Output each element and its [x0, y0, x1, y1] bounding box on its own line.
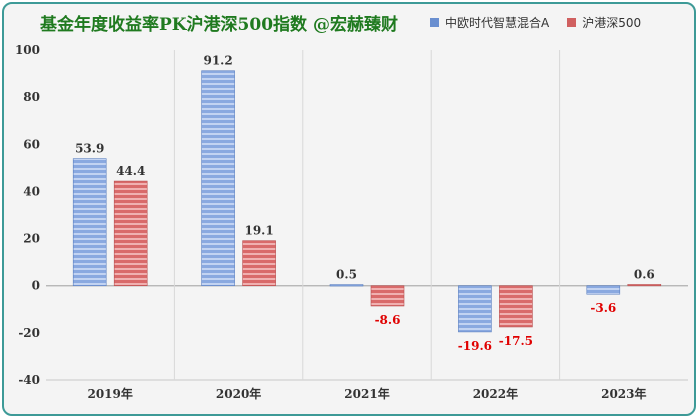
y-tick-label: 60 — [23, 137, 40, 151]
legend-label-series-2: 沪港深500 — [582, 16, 642, 30]
legend-item-series-1: 中欧时代智慧混合A — [430, 14, 549, 31]
legend-item-series-2: 沪港深500 — [567, 14, 641, 31]
data-label: -3.6 — [590, 301, 616, 315]
y-tick-label: 80 — [23, 90, 40, 104]
bar-series-1-2021年 — [329, 284, 364, 287]
x-tick-label: 2020年 — [216, 386, 261, 401]
y-tick-label: -20 — [18, 326, 40, 340]
data-label: -8.6 — [375, 313, 401, 327]
y-tick-label: 100 — [15, 43, 40, 57]
bar-series-2-2023年 — [627, 283, 662, 287]
legend-swatch-series-2 — [567, 18, 577, 27]
data-label: 19.1 — [244, 224, 273, 238]
x-tick-label: 2023年 — [601, 386, 646, 401]
x-tick-label: 2021年 — [344, 386, 389, 401]
y-tick-label: -40 — [18, 373, 40, 387]
data-label: 0.5 — [336, 268, 357, 282]
bar-series-1-2023年 — [586, 285, 621, 295]
bar-series-1-2022年 — [458, 285, 492, 333]
x-tick-label: 2019年 — [87, 386, 132, 401]
chart-legend: 中欧时代智慧混合A 沪港深500 — [430, 14, 641, 31]
bar-series-1-2020年 — [201, 70, 235, 287]
y-tick-label: 40 — [23, 184, 40, 198]
data-label: 44.4 — [116, 164, 145, 178]
data-label: 91.2 — [203, 54, 232, 68]
bar-series-2-2020年 — [242, 240, 276, 287]
legend-label-series-1: 中欧时代智慧混合A — [445, 16, 550, 30]
y-tick-label: 0 — [32, 279, 40, 293]
bar-series-2-2019年 — [113, 180, 148, 287]
x-tick-label: 2022年 — [473, 386, 518, 401]
y-tick-label: 20 — [23, 232, 40, 246]
data-label: -17.5 — [499, 334, 533, 348]
bar-series-1-2019年 — [72, 158, 107, 287]
legend-swatch-series-1 — [430, 18, 439, 27]
data-label: 0.6 — [634, 267, 655, 281]
chart-title: 基金年度收益率PK沪港深500指数 @宏赫臻财 — [40, 15, 398, 35]
data-label: 53.9 — [75, 142, 104, 156]
bar-series-2-2021年 — [370, 285, 405, 307]
data-label: -19.6 — [458, 339, 492, 353]
bar-series-2-2022年 — [499, 285, 533, 328]
